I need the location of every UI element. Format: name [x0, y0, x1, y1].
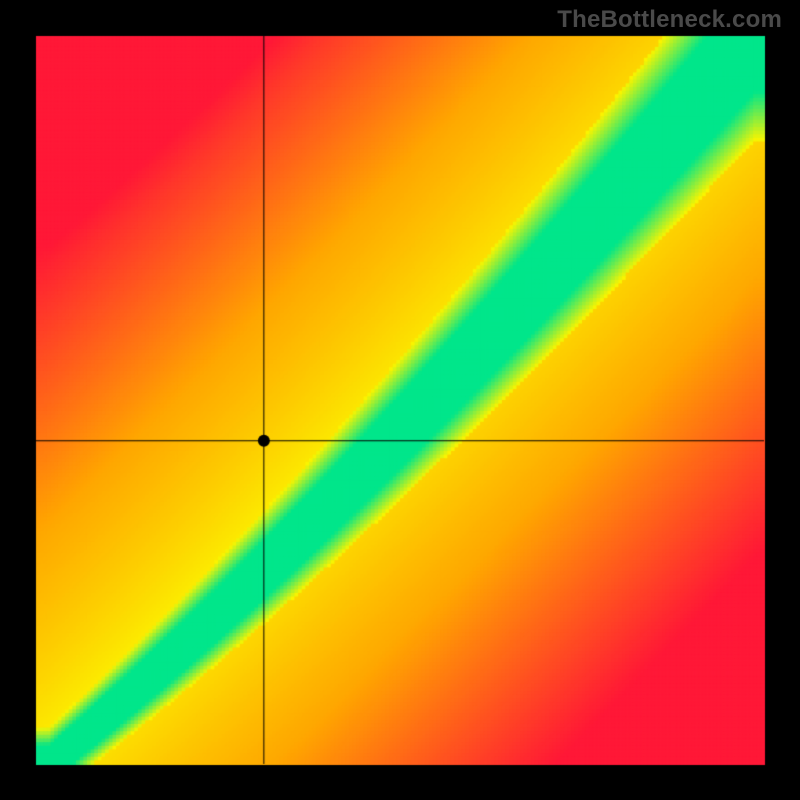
watermark-text: TheBottleneck.com [557, 6, 782, 34]
bottleneck-heatmap [0, 0, 800, 800]
chart-container: TheBottleneck.com [0, 0, 800, 800]
